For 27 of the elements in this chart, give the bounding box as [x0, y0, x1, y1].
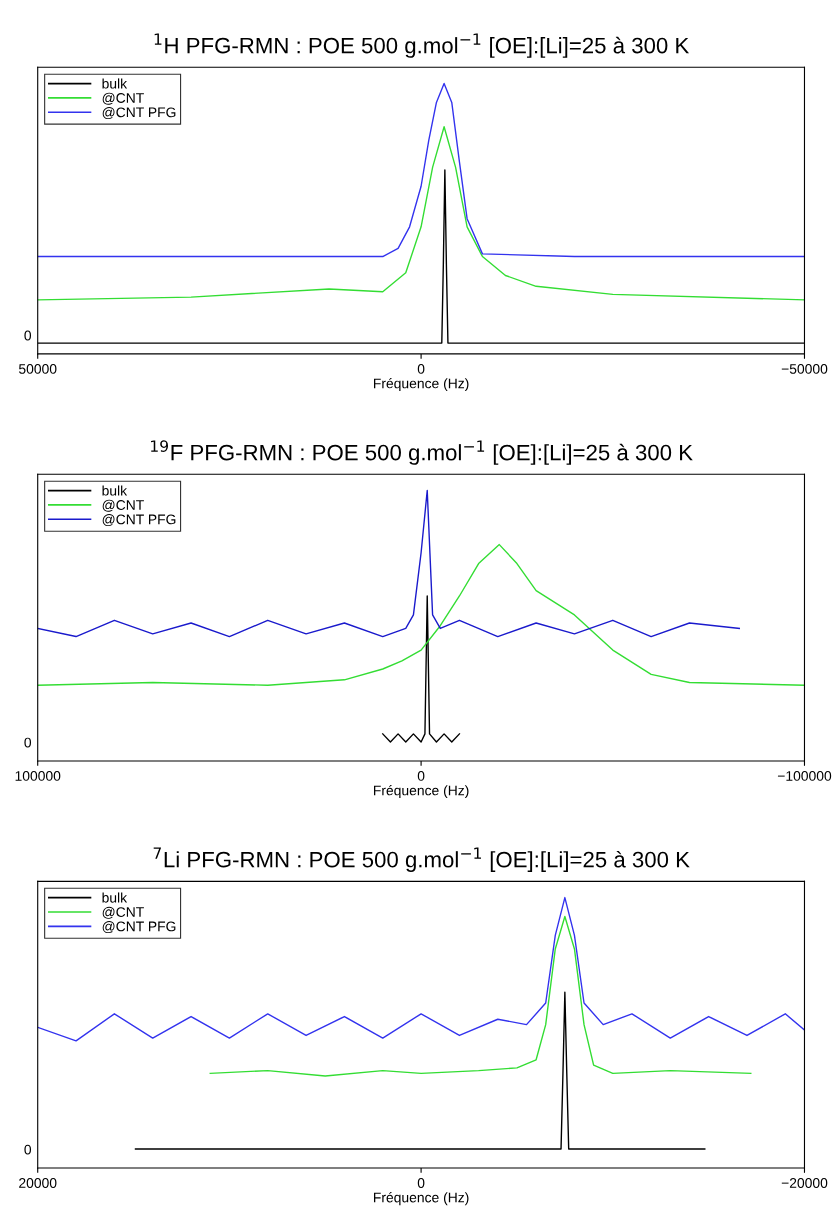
legend-label: @CNT PFG — [102, 107, 176, 120]
x-tick-label: 100000 — [15, 771, 61, 781]
legend-label: @CNT — [102, 92, 144, 105]
chart-title: $^{19}$F PFG-RMN : POE 500 g.mol$^{−1}$ [OE]:[Li]=25 à 300 K — [151, 440, 693, 465]
x-axis-title: Fréquence (Hz) — [374, 784, 469, 799]
legend-label: bulk — [102, 78, 128, 89]
x-tick-label: 50000 — [18, 363, 57, 374]
x-tick-label: 0 — [417, 771, 425, 781]
chart-title: $^{7}$Li PFG-RMN : POE 500 g.mol$^{−1}$ [OE]:[Li]=25 à 300 K — [153, 847, 690, 872]
text: 0 — [24, 1144, 32, 1155]
legend-label: bulk — [102, 485, 128, 496]
x-tick-label: −100000 — [777, 771, 832, 781]
x-tick-label: 0 — [417, 1178, 425, 1188]
x-tick-label: −20000 — [781, 1178, 828, 1188]
text: 0 — [24, 330, 32, 341]
chart-title: $^{1}$H PFG-RMN : POE 500 g.mol$^{−1}$ [OE]:[Li]=25 à 300 K — [154, 33, 690, 58]
x-tick-label: −50000 — [781, 363, 828, 374]
text: 0 — [24, 737, 32, 748]
x-tick-label: 20000 — [19, 1178, 57, 1188]
legend-label: bulk — [102, 892, 128, 903]
legend-label: @CNT — [102, 906, 144, 919]
x-tick-label: 0 — [417, 363, 425, 374]
x-axis-title: Fréquence (Hz) — [374, 1192, 469, 1206]
x-axis-title: Fréquence (Hz) — [374, 377, 469, 392]
legend-label: @CNT PFG — [102, 514, 176, 527]
legend-label: @CNT — [102, 499, 144, 512]
legend-label: @CNT PFG — [102, 921, 176, 934]
